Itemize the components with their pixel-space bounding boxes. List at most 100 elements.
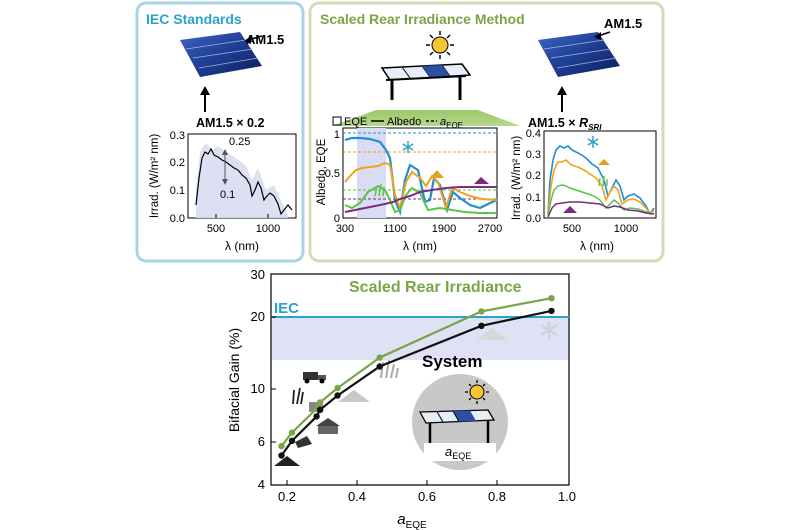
sri-x-tick-0: 300	[336, 223, 354, 235]
solar-cell-icon	[180, 32, 262, 77]
sand-pile-icon	[430, 170, 444, 178]
rsri-front-label: AM1.5	[604, 16, 642, 31]
coal-icon	[295, 436, 312, 448]
series-1-point-2	[313, 413, 320, 420]
iec-line-label: IEC	[274, 300, 299, 317]
rsri-x-tick-1: 1000	[614, 223, 638, 235]
iec-front-label: AM1.5	[246, 32, 284, 47]
iec-x-tick-1: 1000	[256, 223, 280, 235]
rsri-rear-arrow-head-icon	[557, 86, 567, 95]
rsri-y-tick-0: 0.0	[526, 213, 541, 225]
series-1-point-4	[334, 392, 341, 399]
iec-y-ticks: 0.0 0.1 0.2 0.3	[170, 130, 185, 225]
iec-rear-label: AM1.5 × 0.2	[196, 116, 264, 130]
rsri-rear-label: AM1.5 × RSRI	[528, 116, 602, 132]
rsri-y-tick-2: 0.2	[526, 170, 541, 182]
iec-spectrum-band	[196, 143, 288, 218]
series-0-point-0	[278, 442, 285, 450]
panel-sri: Scaled Rear Irradiance Method EQE Albedo…	[308, 1, 665, 263]
sri-x-tick-3: 2700	[478, 223, 502, 235]
sri-x-ticks: 300 1100 1900 2700	[336, 223, 502, 235]
rsri-purple-soil-icon	[563, 206, 577, 213]
main-y-ticks: 4 6 10 20 30	[251, 267, 265, 492]
rsri-y-tick-3: 0.3	[526, 149, 541, 161]
series-line-1	[280, 309, 552, 457]
iec-xlabel: λ (nm)	[225, 239, 259, 253]
rsri-ylabel: Irrad. (W/m² nm)	[511, 136, 523, 220]
sri-ylabel: Albedo, EQE	[316, 138, 328, 205]
series-1-point-0	[278, 452, 285, 459]
snowflake-icon-main	[540, 321, 558, 339]
rsri-grass-icon	[598, 175, 608, 187]
iec-ylabel: Irrad. (W/m² nm)	[149, 134, 161, 218]
series-0-point-5	[376, 354, 383, 361]
bifacial-array-icon	[380, 63, 472, 100]
main-y-tick-marks	[271, 316, 276, 443]
grass-icon	[374, 183, 385, 197]
sri-x-tick-2: 1900	[432, 223, 456, 235]
series-1-point-5	[376, 363, 383, 370]
legend-eqe-swatch	[332, 116, 342, 126]
main-chart: IEC Scaled Rear Irradiance	[226, 267, 576, 530]
sri-y-tick-0: 0	[334, 213, 340, 225]
iec-x-tick-0: 500	[207, 223, 225, 235]
roof-icon	[316, 418, 340, 434]
series-1-point-1	[288, 437, 296, 444]
sri-series-label: Scaled Rear Irradiance	[349, 279, 522, 296]
main-y-tick-3: 20	[251, 309, 265, 324]
rsri-y-ticks: 0.0 0.1 0.2 0.3 0.4	[526, 128, 541, 225]
arrow-head-icon	[244, 36, 251, 44]
sri-y-tick-1: 0.5	[325, 168, 340, 180]
legend-eqe-label: EQE	[344, 116, 367, 128]
sri-albedo-plot: 0 0.5 1 300 1100 1900 2700 λ (nm) Albedo…	[316, 127, 502, 253]
rsri-purple-curve	[547, 201, 655, 218]
inset-a-label: aEQE	[445, 444, 471, 461]
series-0-point-1	[288, 429, 296, 436]
snowflake-icon	[402, 141, 414, 153]
legend-a-sub: EQE	[446, 121, 463, 130]
rsri-xlabel: λ (nm)	[580, 239, 614, 253]
grass-icon-dark	[292, 387, 304, 405]
iec-x-tick-marks	[215, 214, 269, 218]
rsri-sand-icon	[598, 159, 610, 165]
albedo-purple-curve	[344, 186, 497, 213]
series-1-point-3	[316, 406, 324, 413]
iec-spectrum-line	[195, 147, 293, 216]
dark-soil-icon	[274, 456, 300, 466]
sri-xlabel: λ (nm)	[403, 239, 437, 253]
main-xlabel: aEQE	[397, 511, 427, 530]
sun-icon	[426, 31, 454, 59]
truck-icon	[303, 372, 326, 384]
iec-y-tick-1: 0.1	[170, 185, 185, 197]
rsri-rear-sub: SRI	[588, 123, 602, 132]
main-y-tick-1: 6	[258, 434, 265, 449]
rsri-blue-curve	[547, 145, 655, 216]
system-inset: System aEQE	[412, 352, 508, 470]
main-x-tick-3: 0.8	[488, 489, 506, 504]
series-0-point-3	[316, 399, 324, 406]
rsri-x-tick-0: 500	[563, 223, 581, 235]
series-1-point-7	[548, 307, 555, 315]
rsri-arrow-head-icon	[594, 32, 601, 40]
rsri-rear-prefix: AM1.5 ×	[528, 116, 579, 130]
iec-arrow-up-head	[222, 149, 228, 155]
iec-arrow-down-head	[222, 179, 228, 185]
legend-a-label: aEQE	[440, 116, 463, 130]
sri-x-tick-1: 1100	[383, 223, 407, 235]
iec-spectrum-plot: 0.25 0.1 0.0 0.1 0.2 0.3 500 1000 λ (nm)…	[149, 130, 297, 253]
panel-iec: IEC Standards AM1.5 AM1.5 × 0.2 0.25 0.1…	[135, 1, 305, 263]
sri-y-tick-2: 1	[334, 129, 340, 141]
main-x-tick-2: 0.6	[418, 489, 436, 504]
main-y-tick-0: 4	[258, 477, 265, 492]
sri-legend: EQE Albedo aEQE	[332, 116, 463, 130]
legend-a-text: a	[440, 116, 446, 128]
main-xlabel-sub: EQE	[406, 520, 427, 530]
series-1-point-6	[478, 322, 485, 329]
iec-y-tick-2: 0.2	[170, 157, 185, 169]
iec-y-tick-0: 0.0	[170, 213, 185, 225]
iec-annot-high: 0.25	[229, 136, 250, 148]
ground-reflection-trapezoid	[332, 110, 520, 126]
main-x-tick-1: 0.4	[348, 489, 366, 504]
rear-arrow-head-icon	[200, 86, 210, 95]
system-label: System	[422, 352, 482, 371]
